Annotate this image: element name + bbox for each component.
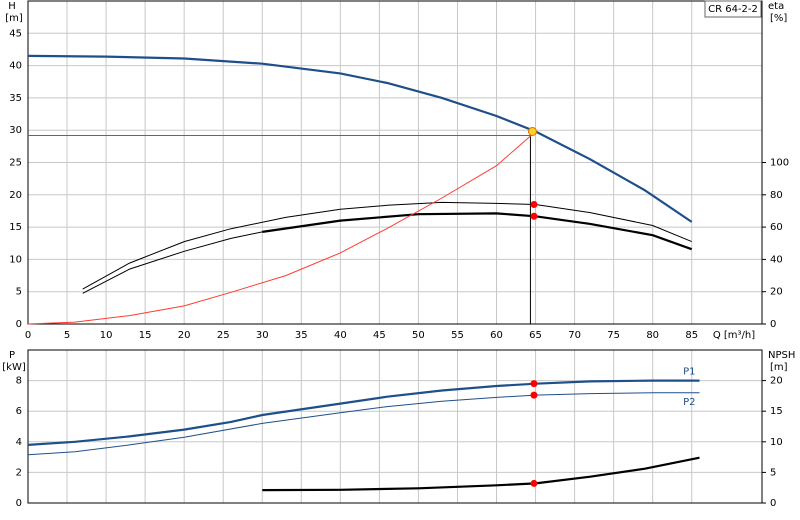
legend-label: P2 [683,397,695,408]
x-tick-label: 30 [256,330,269,341]
y2-axis-label: NPSH [768,350,795,361]
x-tick-label: 35 [295,330,308,341]
x-axis-label: Q [m³/h] [713,330,755,341]
title-box [704,0,762,18]
plot-border [27,0,763,325]
y2-tick-label: 60 [770,222,783,233]
x-tick-label: 75 [607,330,620,341]
operating-marker [530,200,538,208]
curve [262,456,700,492]
y-tick-label: 0 [16,319,22,330]
operating-marker [530,380,538,388]
y-tick-label: 4 [16,437,22,448]
y-tick-label: 35 [9,93,22,104]
plot-border [27,349,763,504]
curve [27,54,693,223]
x-tick-label: 0 [25,330,31,341]
y-tick-label: 25 [9,158,22,169]
operating-marker [530,479,538,487]
x-tick-label: 40 [334,330,347,341]
curve [27,392,700,456]
legend-label: P1 [683,367,695,378]
x-tick-label: 5 [64,330,70,341]
x-tick-label: 50 [412,330,425,341]
curve [82,201,692,290]
y2-tick-label: 0 [770,498,776,509]
x-tick-label: 55 [451,330,464,341]
y-tick-label: 8 [16,376,22,387]
x-tick-label: 60 [490,330,503,341]
curve [27,379,700,446]
y-tick-label: 20 [9,190,22,201]
x-tick-label: 15 [139,330,152,341]
curve [27,131,536,325]
curve [262,212,693,251]
y-tick-label: 6 [16,406,22,417]
y-tick-label: 5 [16,287,22,298]
y-axis-unit: [kW] [2,362,26,373]
duty-point [527,126,537,136]
x-tick-label: 10 [100,330,113,341]
curve [82,231,263,294]
y-axis-label: P [9,350,15,361]
y2-tick-label: 100 [770,158,789,169]
y2-tick-label: 80 [770,190,783,201]
y-tick-label: 40 [9,61,22,72]
y2-axis-unit: [m] [770,362,788,373]
operating-marker [530,391,538,399]
y-tick-label: 0 [16,498,22,509]
y-tick-label: 10 [9,254,22,265]
y2-axis-unit: [%] [770,13,787,24]
y2-tick-label: 15 [770,406,783,417]
x-tick-label: 80 [646,330,659,341]
y-axis-label: H [8,1,16,12]
y2-tick-label: 0 [770,319,776,330]
y2-axis-label: eta [768,1,784,12]
y2-tick-label: 20 [770,287,783,298]
y-tick-label: 45 [9,28,22,39]
x-tick-label: 25 [217,330,230,341]
y-tick-label: 2 [16,467,22,478]
y2-tick-label: 40 [770,254,783,265]
plot-frame [28,350,762,503]
x-tick-label: 20 [178,330,191,341]
y2-tick-label: 20 [770,376,783,387]
x-tick-label: 70 [568,330,581,341]
x-tick-label: 65 [529,330,542,341]
y-tick-label: 30 [9,125,22,136]
y2-tick-label: 5 [770,467,776,478]
chart-title: CR 64-2-2 [708,4,758,15]
y-tick-label: 15 [9,222,22,233]
x-tick-label: 85 [685,330,698,341]
y2-tick-label: 10 [770,437,783,448]
operating-marker [530,212,538,220]
x-tick-label: 45 [373,330,386,341]
y-axis-unit: [m] [5,13,23,24]
